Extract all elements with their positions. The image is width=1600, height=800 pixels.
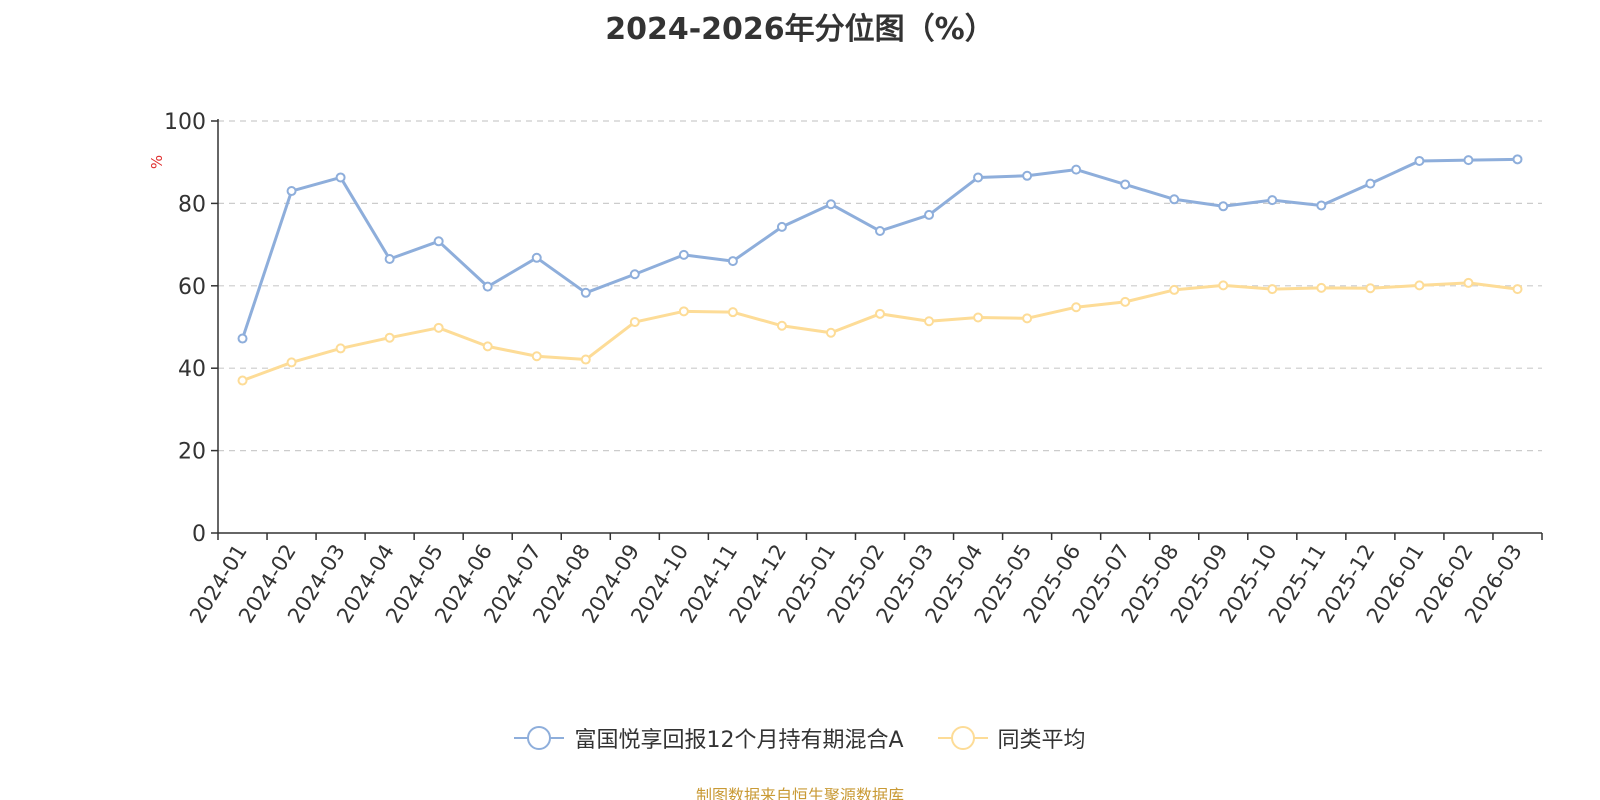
series-0-point-2026-01: [1414, 155, 1425, 166]
series-1-point-2024-09: [629, 317, 640, 328]
series-1-point-2025-05: [1022, 313, 1033, 324]
series-0-point-2024-03: [335, 172, 346, 183]
series-0-point-2025-01: [825, 199, 836, 210]
y-tick-label-40: 40: [178, 357, 206, 382]
series-0-point-2026-02: [1463, 155, 1474, 166]
series-1-point-2025-04: [973, 312, 984, 323]
series-0-point-2025-06: [1071, 164, 1082, 175]
series-0-point-2024-01: [237, 333, 248, 344]
series-0-point-2025-03: [924, 209, 935, 220]
y-tick-label-60: 60: [178, 275, 206, 300]
series-0-point-2025-05: [1022, 170, 1033, 181]
series-0-point-2024-12: [776, 221, 787, 232]
series-0-point-2025-02: [875, 226, 885, 237]
series-0-point-2024-10: [678, 249, 689, 260]
series-0-point-2024-08: [580, 287, 591, 298]
series-1-point-2025-01: [825, 327, 836, 338]
series-0-point-2026-03: [1512, 154, 1523, 165]
y-tick-label-100: 100: [164, 110, 206, 135]
series-1-point-2025-09: [1218, 280, 1229, 291]
y-tick-label-0: 0: [192, 522, 206, 547]
series-1-point-2024-06: [482, 341, 493, 352]
series-0-point-2024-05: [433, 236, 444, 247]
legend-item-peer-average[interactable]: 同类平均: [937, 722, 1086, 754]
series-1-point-2025-02: [875, 308, 885, 319]
series-1-point-2026-01: [1414, 280, 1425, 291]
series-0-point-2024-04: [384, 254, 395, 265]
series-1-point-2026-03: [1512, 284, 1523, 295]
legend-label-peer-average: 同类平均: [997, 728, 1086, 753]
legend-swatch-fund: [514, 726, 565, 750]
series-0-point-2025-09: [1218, 201, 1229, 212]
series-0-point-2025-04: [973, 172, 984, 183]
legend-label-fund: 富国悦享回报12个月持有期混合A: [574, 728, 904, 753]
series-1-point-2025-11: [1316, 282, 1327, 293]
series-1-point-2026-02: [1463, 277, 1474, 288]
series-1-point-2024-03: [335, 343, 346, 354]
series-1-point-2024-02: [286, 357, 297, 368]
series-1-point-2024-12: [776, 320, 787, 331]
legend-swatch-peer-average: [937, 726, 988, 750]
series-1-point-2024-08: [580, 354, 591, 365]
series-0-point-2024-11: [727, 256, 738, 267]
series-1-point-2024-01: [237, 375, 248, 386]
series-0-point-2024-09: [629, 269, 640, 280]
y-axis-label: %: [148, 155, 166, 169]
series-0-point-2025-11: [1316, 200, 1327, 211]
series-1-point-2024-10: [678, 306, 689, 317]
series-0-point-2024-02: [286, 186, 297, 197]
series-1-point-2025-10: [1267, 284, 1278, 295]
series-0-point-2025-07: [1120, 179, 1131, 190]
chart-title: 2024-2026年分位图（%）: [605, 12, 995, 47]
series-1-point-2025-08: [1169, 284, 1180, 295]
series-0-point-2025-08: [1169, 194, 1180, 205]
source-note: 制图数据来自恒生聚源数据库: [695, 786, 904, 800]
series-1-point-2025-07: [1120, 296, 1131, 307]
series-1-point-2024-04: [384, 332, 395, 343]
series-1-point-2024-07: [531, 351, 542, 362]
series-0-point-2025-10: [1267, 195, 1278, 206]
series-1-point-2025-03: [924, 316, 935, 327]
series-0-point-2025-12: [1365, 178, 1376, 189]
y-tick-label-20: 20: [178, 440, 206, 465]
series-1-point-2024-11: [727, 307, 738, 318]
series-0-point-2024-06: [482, 281, 493, 292]
series-1-point-2024-05: [433, 322, 444, 333]
series-1-point-2025-06: [1071, 302, 1082, 313]
series-0-point-2024-07: [531, 252, 542, 263]
y-tick-label-80: 80: [178, 192, 206, 217]
series-line-1: [241, 281, 1518, 382]
chart-legend: 富国悦享回报12个月持有期混合A 同类平均: [0, 722, 1600, 754]
legend-item-fund[interactable]: 富国悦享回报12个月持有期混合A: [514, 722, 904, 754]
series-1-point-2025-12: [1365, 283, 1376, 294]
